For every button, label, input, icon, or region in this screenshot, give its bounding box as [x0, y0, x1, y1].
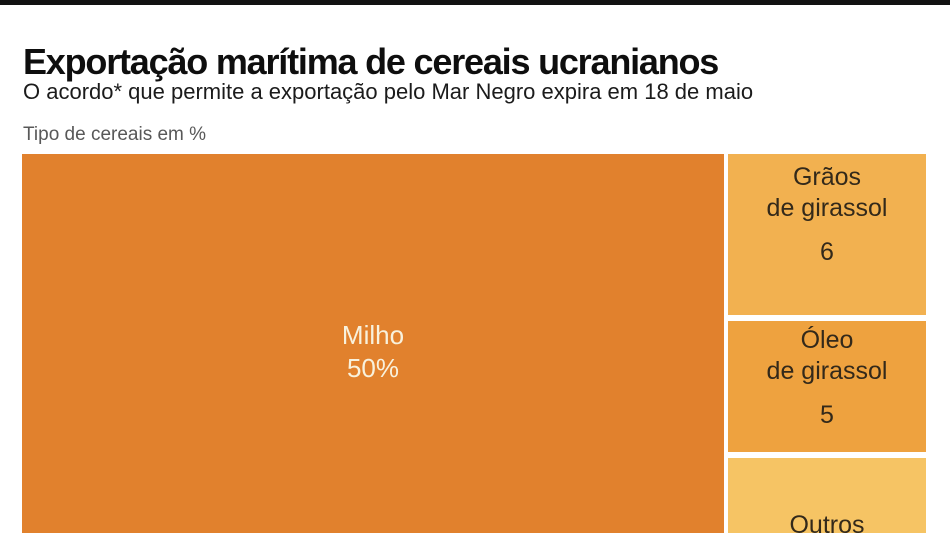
treemap-tile-oleo-de-girassol: Óleo de girassol 5 [728, 321, 926, 452]
tile-value: 50% [346, 352, 400, 383]
chart-unit-label: Tipo de cereais em % [23, 124, 207, 145]
tile-value: 6 [820, 238, 834, 266]
tile-label-line1: Grãos [792, 163, 862, 191]
page-subtitle: O acordo* que permite a exportação pelo … [23, 79, 754, 104]
tile-label: Milho [341, 319, 405, 350]
treemap-tile-outros: Outros [728, 458, 926, 533]
treemap-tile-graos-de-girassol: Grãos de girassol 6 [728, 154, 926, 315]
page-title: Exportação marítima de cereais ucraniano… [23, 41, 719, 83]
treemap-tile-milho-text: Milho 50% [22, 154, 724, 533]
tile-label: Outros [789, 511, 865, 533]
treemap-tile-oleo-text: Óleo de girassol 5 [728, 321, 926, 431]
tile-label-line2: de girassol [766, 194, 888, 222]
treemap-tile-milho: Milho 50% [22, 154, 724, 533]
tile-value: 5 [820, 401, 834, 429]
treemap-tile-outros-text: Outros [728, 458, 926, 533]
tile-label-line1: Óleo [800, 326, 854, 354]
tile-label-line2: de girassol [766, 357, 888, 385]
top-accent-bar [0, 0, 950, 5]
treemap-tile-graos-text: Grãos de girassol 6 [728, 154, 926, 268]
